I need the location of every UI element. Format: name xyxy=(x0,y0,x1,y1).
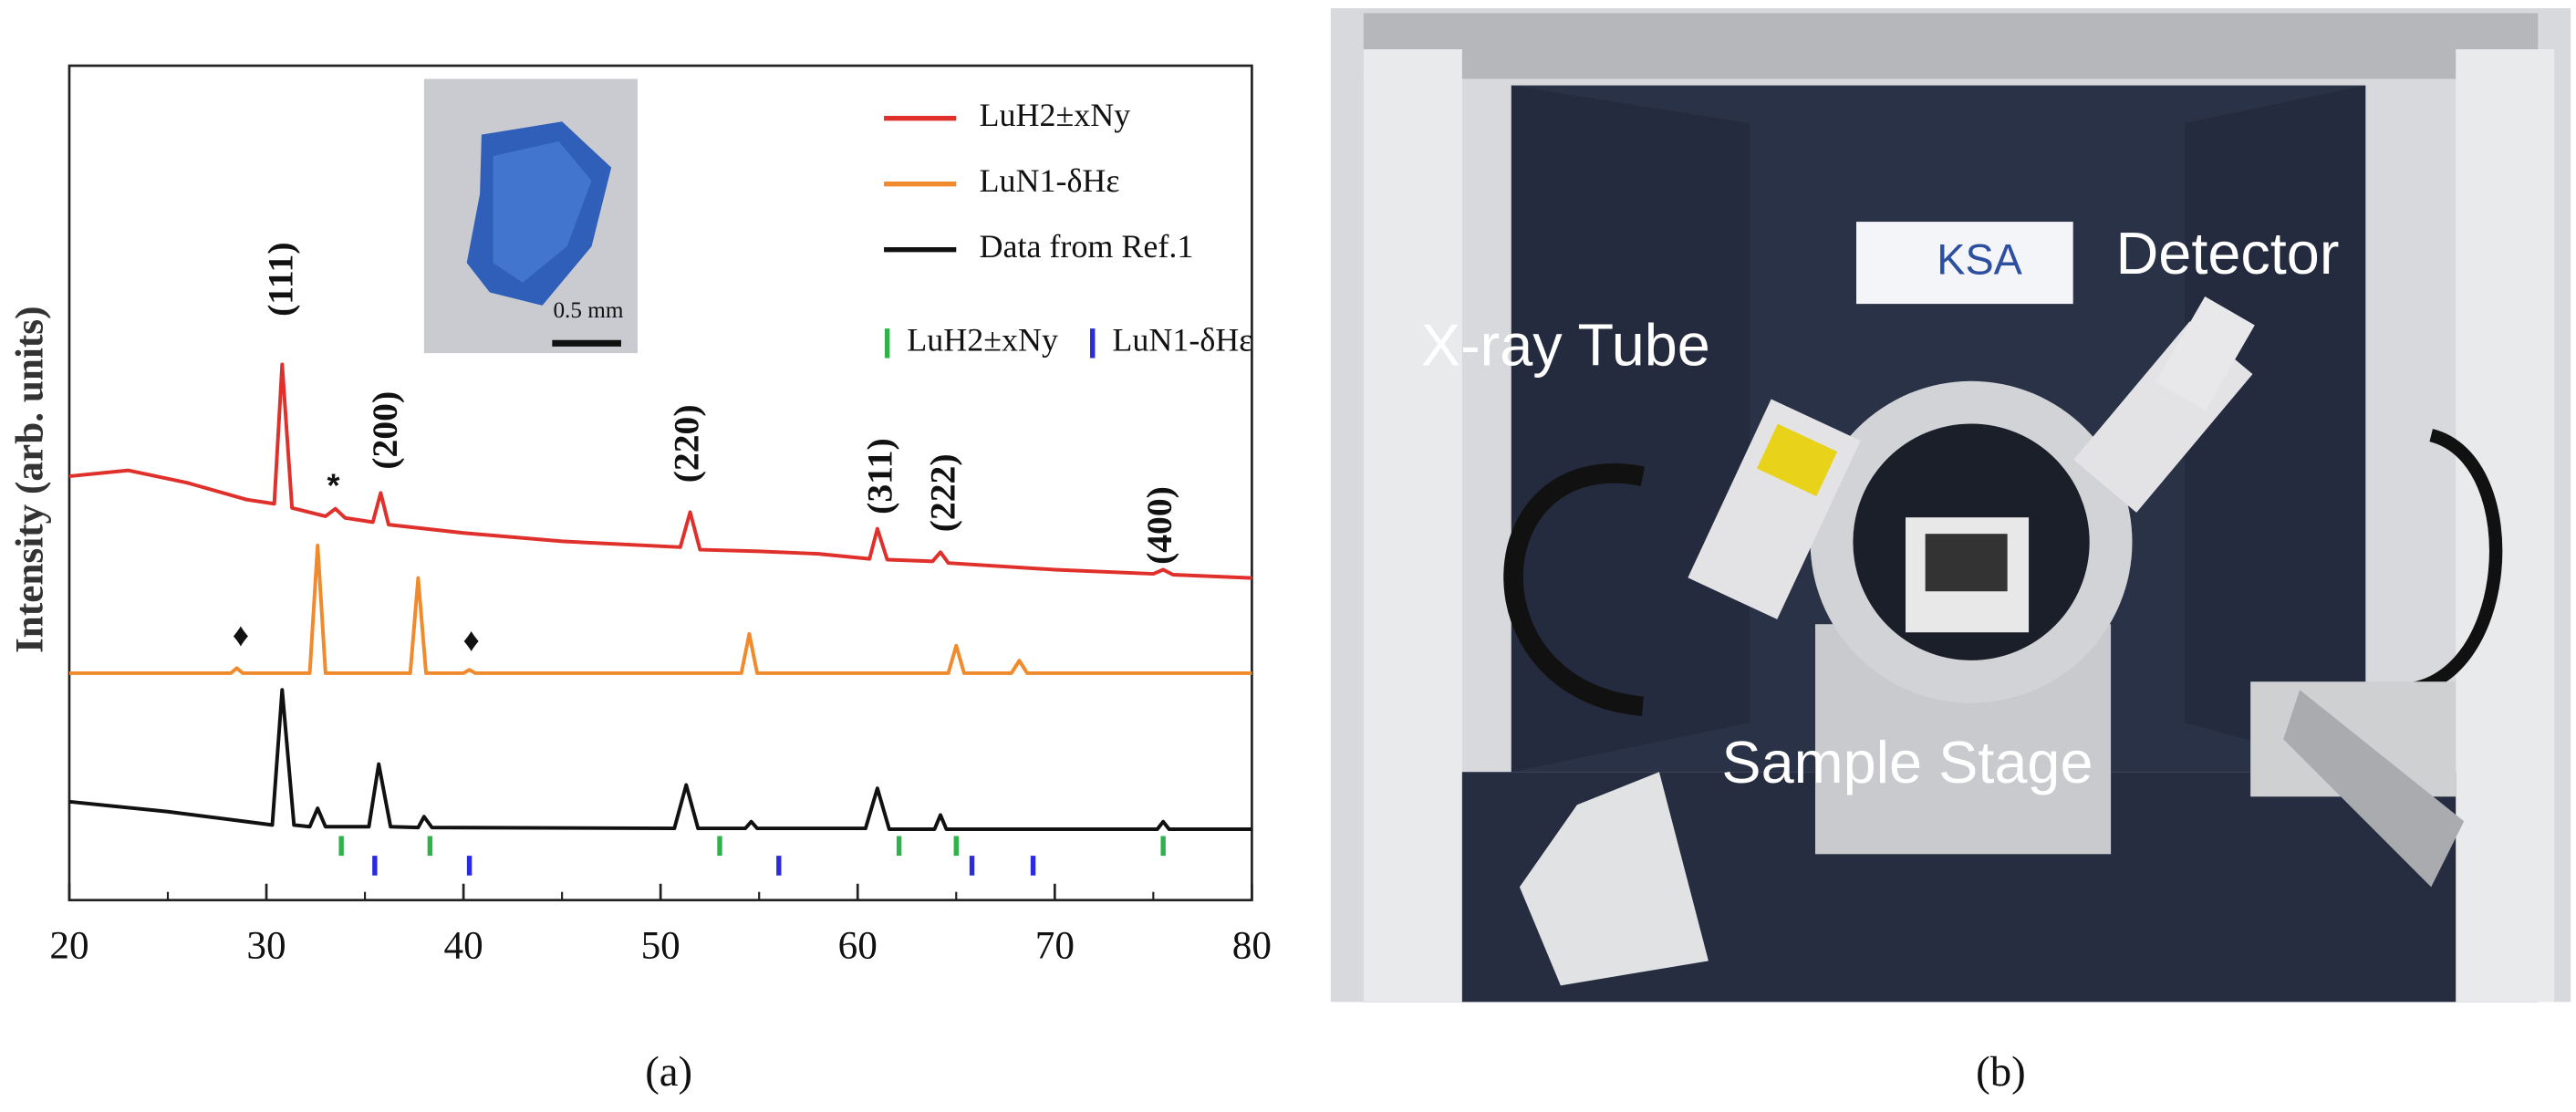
data-line xyxy=(68,688,1252,831)
photo-label: Detector xyxy=(2115,220,2339,286)
inset-photo: 0.5 mm xyxy=(423,78,638,354)
peak-label: (311) xyxy=(859,438,899,514)
photo-label: X-ray Tube xyxy=(1421,312,1710,379)
peak-label: (220) xyxy=(667,404,707,483)
peak-label: * xyxy=(327,466,339,504)
legend-label: LuH2±xNy xyxy=(907,322,1058,359)
x-tick-label: 80 xyxy=(1232,924,1272,968)
x-tick-label: 70 xyxy=(1035,924,1075,968)
x-tick-label: 60 xyxy=(838,924,878,968)
x-tick-label: 20 xyxy=(49,924,88,968)
x-tick-label: 30 xyxy=(246,924,286,968)
data-line xyxy=(68,362,1252,580)
peak-label: (200) xyxy=(365,391,405,470)
legend-label: Data from Ref.1 xyxy=(979,228,1193,265)
caption: (b) xyxy=(1976,1048,2026,1096)
peak-label: ♦ xyxy=(463,621,480,659)
x-tick-label: 40 xyxy=(444,924,483,968)
peak-label: (111) xyxy=(261,242,301,316)
peak-label: (222) xyxy=(923,453,963,532)
logo: KSA xyxy=(1937,235,2022,283)
peak-label: ♦ xyxy=(233,616,249,653)
chart: 20 30 40 50 60 70 80 Intensity (arb. units) (111… xyxy=(7,64,1272,968)
caption: (a) xyxy=(645,1048,692,1096)
legend-label: LuN1-δHε xyxy=(1112,322,1252,359)
photo-label: Sample Stage xyxy=(1721,729,2093,795)
scale-label: 0.5 mm xyxy=(553,298,623,323)
legend-label: LuN1-δHε xyxy=(979,162,1119,199)
legend-label: LuH2±xNy xyxy=(979,97,1130,133)
photo: KSA X-ray Tube Detector Sample Stage xyxy=(1330,8,2571,1003)
peak-label: (400) xyxy=(1139,486,1179,565)
y-axis-label: Intensity (arb. units) xyxy=(7,307,51,653)
x-tick-label: 50 xyxy=(641,924,680,968)
data-line xyxy=(68,543,1252,675)
